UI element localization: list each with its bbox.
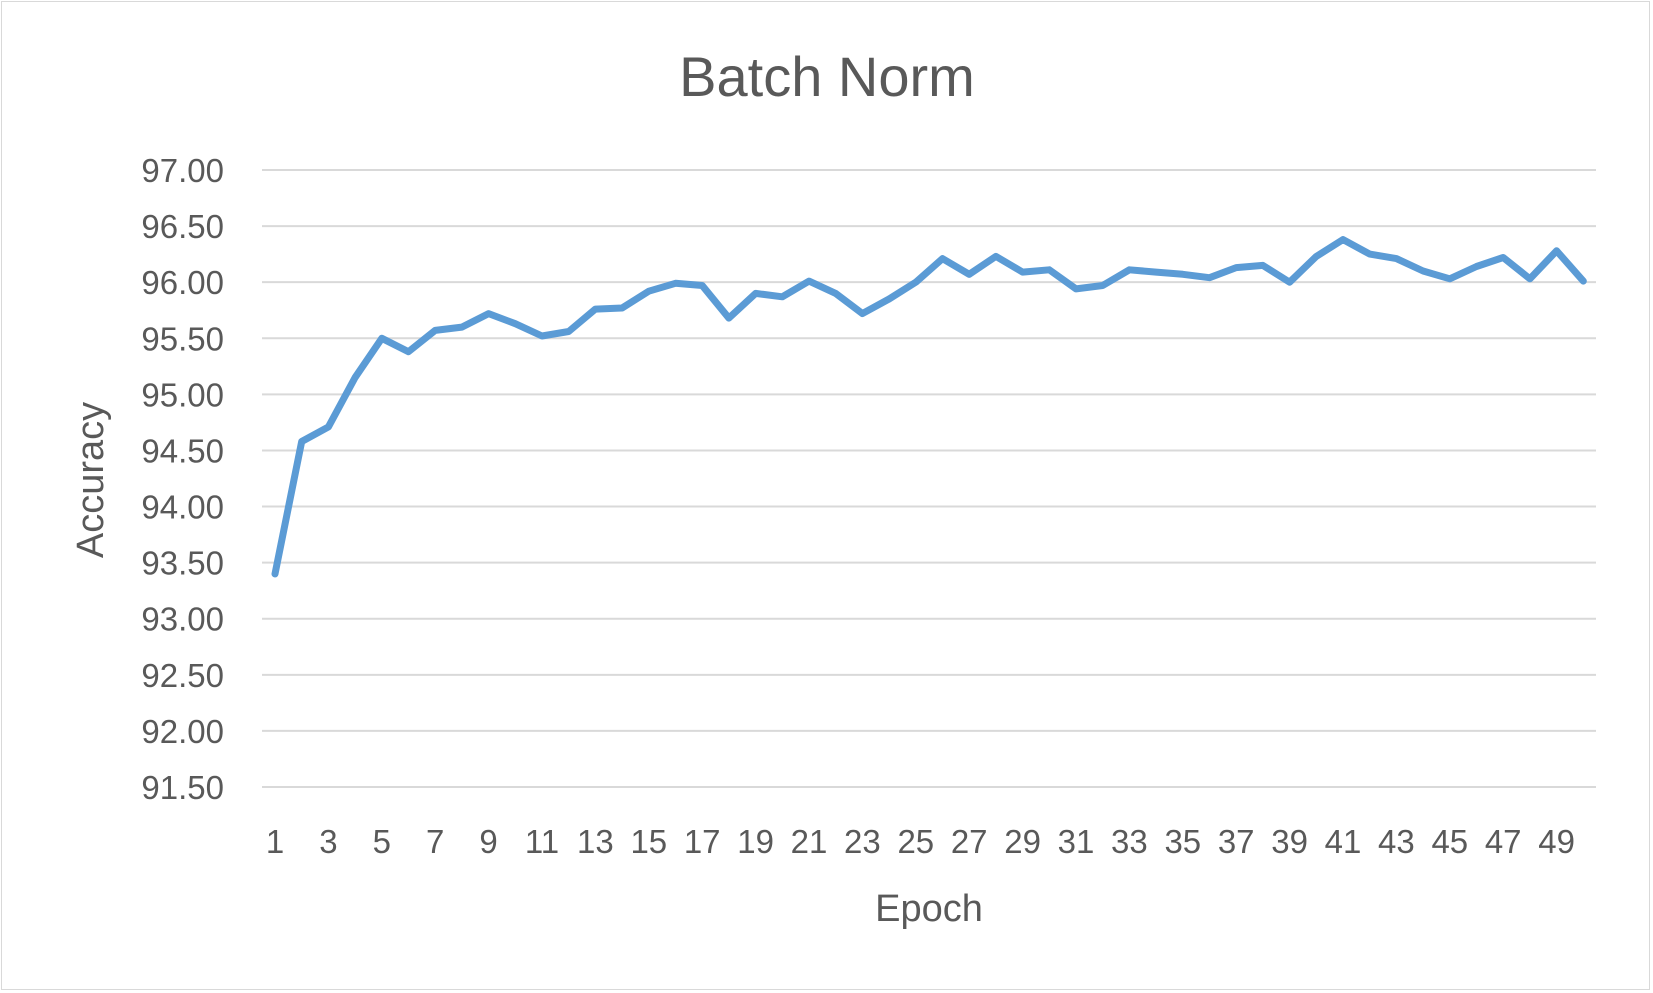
x-tick-label: 11 (525, 823, 559, 860)
x-tick-label: 17 (684, 823, 721, 860)
y-tick-label: 93.50 (141, 545, 224, 582)
y-tick-label: 92.00 (141, 713, 224, 750)
y-tick-label: 95.50 (141, 320, 224, 357)
x-tick-label: 45 (1431, 823, 1468, 860)
chart-title: Batch Norm (679, 45, 975, 108)
x-tick-label: 19 (737, 823, 774, 860)
y-tick-label: 95.00 (141, 376, 224, 413)
y-axis-ticks: 91.50 92.00 92.50 93.00 93.50 94.00 94.50 95.00… (141, 152, 224, 806)
x-axis-ticks: 1 3 5 7 9 11 13 15 17 19 21 23 25 27 29 31 33 35 37 39 41 43 4… (266, 823, 1575, 860)
x-tick-label: 29 (1004, 823, 1041, 860)
x-tick-label: 7 (426, 823, 444, 860)
x-tick-label: 35 (1164, 823, 1201, 860)
x-tick-label: 43 (1378, 823, 1415, 860)
x-tick-label: 1 (266, 823, 284, 860)
x-axis-title: Epoch (875, 888, 983, 930)
x-tick-label: 49 (1538, 823, 1575, 860)
x-tick-label: 21 (791, 823, 828, 860)
x-tick-label: 9 (479, 823, 497, 860)
x-tick-label: 33 (1111, 823, 1148, 860)
y-tick-label: 94.00 (141, 489, 224, 526)
x-tick-label: 3 (319, 823, 337, 860)
x-tick-label: 39 (1271, 823, 1308, 860)
y-tick-label: 97.00 (141, 152, 224, 189)
x-tick-label: 31 (1058, 823, 1095, 860)
x-tick-label: 5 (373, 823, 391, 860)
x-tick-label: 47 (1485, 823, 1522, 860)
series-line-accuracy (271, 236, 1587, 578)
y-tick-label: 96.50 (141, 208, 224, 245)
y-tick-label: 91.50 (141, 769, 224, 806)
y-tick-label: 94.50 (141, 432, 224, 469)
x-tick-label: 37 (1218, 823, 1255, 860)
x-tick-label: 25 (897, 823, 934, 860)
x-tick-label: 23 (844, 823, 881, 860)
y-tick-label: 93.00 (141, 601, 224, 638)
x-tick-label: 15 (630, 823, 667, 860)
x-tick-label: 13 (577, 823, 614, 860)
y-tick-label: 92.50 (141, 657, 224, 694)
gridlines (262, 169, 1596, 788)
y-tick-label: 96.00 (141, 264, 224, 301)
x-tick-label: 41 (1325, 823, 1362, 860)
x-tick-label: 27 (951, 823, 988, 860)
y-axis-title: Accuracy (70, 402, 112, 558)
